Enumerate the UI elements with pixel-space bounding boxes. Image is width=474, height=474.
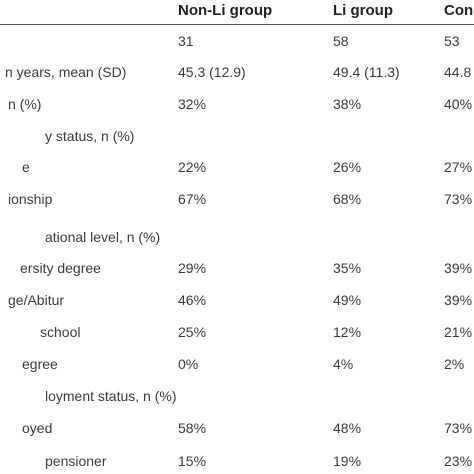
cell-value: 19% bbox=[333, 453, 362, 469]
cell-value: 35% bbox=[333, 260, 362, 276]
cell-value: 21% bbox=[444, 324, 473, 340]
cell-value: 49% bbox=[333, 292, 362, 308]
row-label: ersity degree bbox=[20, 260, 101, 276]
cell-value: 46% bbox=[178, 292, 207, 308]
row-label: ionship bbox=[8, 191, 53, 207]
cell-value: 58% bbox=[178, 420, 207, 436]
row-label: oyed bbox=[22, 420, 53, 436]
header-rule bbox=[0, 24, 474, 25]
cell-value: 68% bbox=[333, 191, 362, 207]
cell-value: 25% bbox=[178, 324, 207, 340]
row-label: ge/Abitur bbox=[8, 292, 65, 308]
column-header: Li group bbox=[333, 2, 393, 19]
cell-value: 45.3 (12.9) bbox=[178, 64, 246, 80]
cell-value: 73% bbox=[444, 420, 473, 436]
cell-value: 67% bbox=[178, 191, 207, 207]
cell-value: 48% bbox=[333, 420, 362, 436]
cell-value: 15% bbox=[178, 453, 207, 469]
cell-value: 58 bbox=[333, 33, 349, 49]
cell-value: 29% bbox=[178, 260, 207, 276]
cell-value: 2% bbox=[444, 356, 465, 372]
row-label: ational level, n (%) bbox=[45, 229, 161, 245]
cell-value: 31 bbox=[178, 33, 194, 49]
cell-value: 26% bbox=[333, 159, 362, 175]
column-header: Non-Li group bbox=[178, 2, 273, 19]
cell-value: 23% bbox=[444, 453, 473, 469]
cell-value: 12% bbox=[333, 324, 362, 340]
row-label: school bbox=[40, 324, 81, 340]
cell-value: 0% bbox=[178, 356, 199, 372]
cell-value: 44.8 bbox=[444, 64, 472, 80]
row-label: n years, mean (SD) bbox=[5, 64, 127, 80]
row-label: loyment status, n (%) bbox=[45, 388, 177, 404]
cell-value: 49.4 (11.3) bbox=[333, 64, 400, 80]
cell-value: 32% bbox=[178, 96, 207, 112]
cell-value: 4% bbox=[333, 356, 354, 372]
row-label: egree bbox=[22, 356, 58, 372]
cell-value: 39% bbox=[444, 260, 473, 276]
cell-value: 40% bbox=[444, 96, 473, 112]
row-label: e bbox=[22, 159, 30, 175]
cell-value: 27% bbox=[444, 159, 473, 175]
column-header: Con bbox=[444, 2, 474, 19]
cell-value: 73% bbox=[444, 191, 473, 207]
row-label: y status, n (%) bbox=[45, 128, 135, 144]
cell-value: 39% bbox=[444, 292, 473, 308]
cell-value: 53 bbox=[444, 33, 460, 49]
cell-value: 38% bbox=[333, 96, 362, 112]
cell-value: 22% bbox=[178, 159, 207, 175]
row-label: pensioner bbox=[45, 453, 107, 469]
row-label: n (%) bbox=[8, 96, 42, 112]
